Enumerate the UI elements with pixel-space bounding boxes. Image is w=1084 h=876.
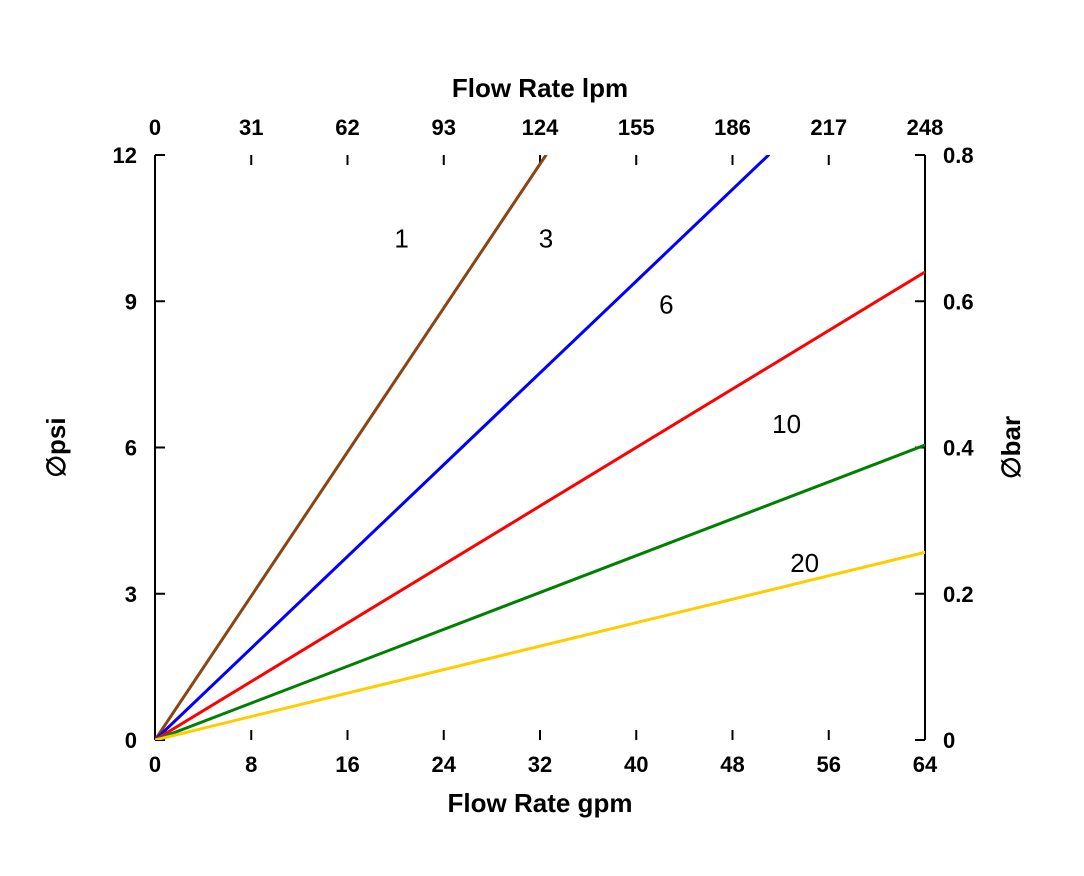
series-label: 20 <box>790 548 819 578</box>
x-bottom-tick-label: 56 <box>817 752 841 777</box>
x-bottom-tick-label: 16 <box>335 752 359 777</box>
x-top-tick-label: 124 <box>522 115 559 140</box>
x-bottom-tick-label: 48 <box>720 752 744 777</box>
x-bottom-tick-label: 0 <box>149 752 161 777</box>
x-top-title: Flow Rate lpm <box>452 73 628 103</box>
y-left-tick-label: 0 <box>125 728 137 753</box>
x-top-tick-label: 217 <box>810 115 847 140</box>
y-right-tick-label: 0.6 <box>943 289 974 314</box>
series-label: 10 <box>772 409 801 439</box>
x-top-tick-label: 31 <box>239 115 263 140</box>
x-bottom-tick-label: 24 <box>432 752 457 777</box>
x-top-tick-label: 0 <box>149 115 161 140</box>
x-top-tick-label: 62 <box>335 115 359 140</box>
x-top-tick-label: 155 <box>618 115 655 140</box>
y-left-tick-label: 12 <box>113 143 137 168</box>
y-right-title: ∅bar <box>996 416 1026 479</box>
y-right-tick-label: 0.4 <box>943 436 974 461</box>
chart-svg: 03691200.20.40.60.8031629312415518621724… <box>0 0 1084 876</box>
x-bottom-tick-label: 40 <box>624 752 648 777</box>
y-right-tick-label: 0 <box>943 728 955 753</box>
y-left-tick-label: 9 <box>125 289 137 314</box>
y-left-tick-label: 3 <box>125 582 137 607</box>
x-bottom-title: Flow Rate gpm <box>448 788 633 818</box>
series-label: 6 <box>659 289 673 319</box>
x-top-tick-label: 93 <box>432 115 456 140</box>
y-left-tick-label: 6 <box>125 436 137 461</box>
y-right-tick-label: 0.8 <box>943 143 974 168</box>
series-label: 1 <box>394 224 408 254</box>
flow-rate-chart: 03691200.20.40.60.8031629312415518621724… <box>0 0 1084 876</box>
y-left-title: ∅psi <box>41 417 71 477</box>
x-top-tick-label: 248 <box>907 115 944 140</box>
x-bottom-tick-label: 32 <box>528 752 552 777</box>
x-bottom-tick-label: 8 <box>245 752 257 777</box>
y-right-tick-label: 0.2 <box>943 582 974 607</box>
series-label: 3 <box>539 224 553 254</box>
x-top-tick-label: 186 <box>714 115 751 140</box>
x-bottom-tick-label: 64 <box>913 752 938 777</box>
